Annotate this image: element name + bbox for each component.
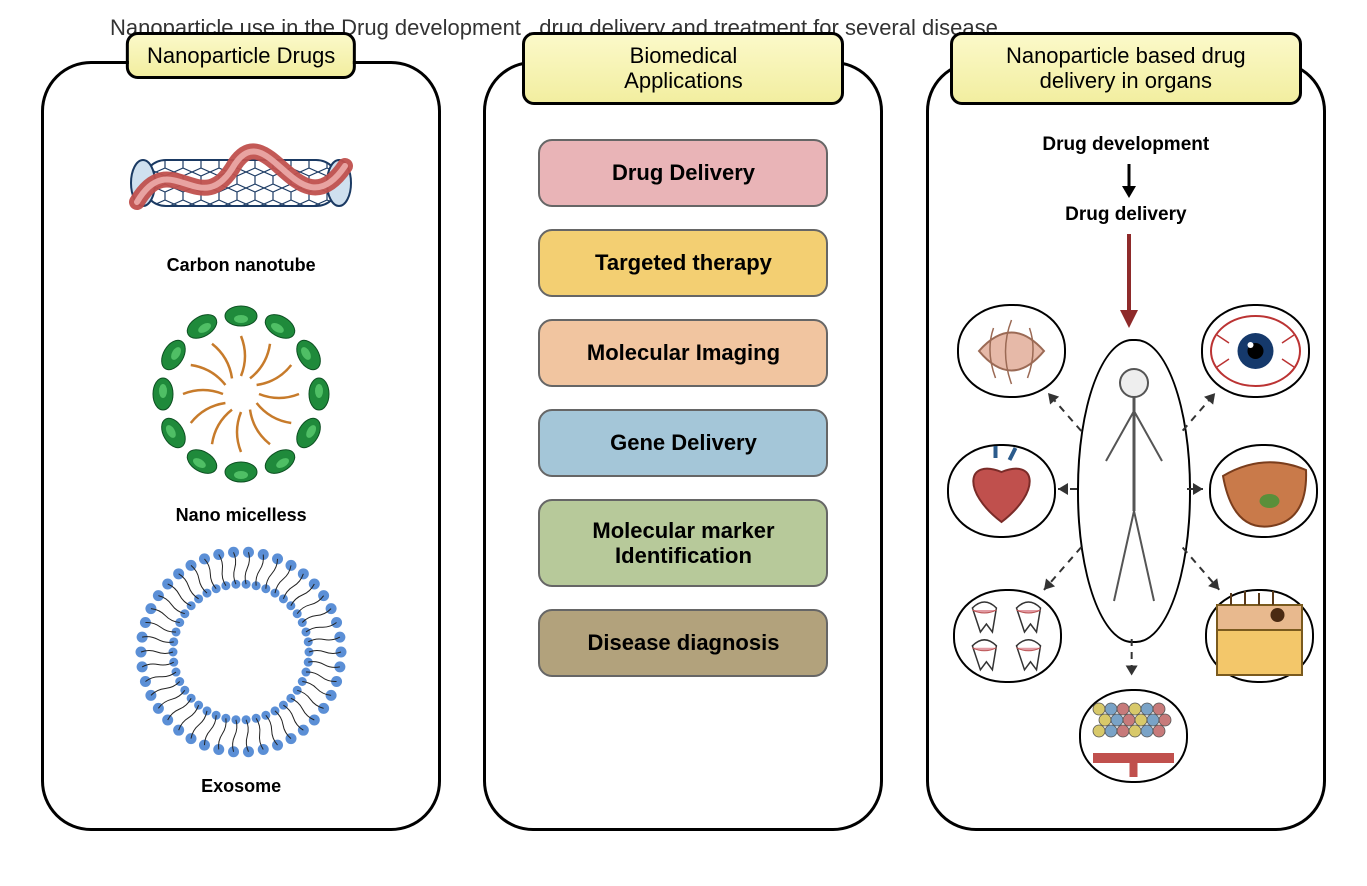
app-box-0: Drug Delivery xyxy=(538,139,828,207)
app-box-5: Disease diagnosis xyxy=(538,609,828,677)
organ-heart xyxy=(947,444,1056,538)
organ-tissue xyxy=(1079,689,1188,783)
brain-icon xyxy=(959,306,1064,396)
panel-header-left: Nanoparticle Drugs xyxy=(126,32,356,79)
app-box-3: Gene Delivery xyxy=(538,409,828,477)
panels-row: Nanoparticle Drugs Carbon nanotube xyxy=(0,61,1367,831)
organ-liver xyxy=(1209,444,1318,538)
tissue-icon xyxy=(1081,691,1186,781)
app-box-1: Targeted therapy xyxy=(538,229,828,297)
panel-nanoparticle-drugs: Nanoparticle Drugs Carbon nanotube xyxy=(41,61,441,831)
eye-icon xyxy=(1203,306,1308,396)
organ-teeth xyxy=(953,589,1062,683)
liver-icon xyxy=(1211,446,1316,536)
panel-biomedical-applications: BiomedicalApplications Drug DeliveryTarg… xyxy=(483,61,883,831)
panel-header-middle: BiomedicalApplications xyxy=(522,32,844,105)
right-inner: Drug development Drug delivery xyxy=(929,114,1323,828)
app-list: Drug Delivery Targeted therapy Molecular I… xyxy=(486,114,880,697)
np-label-cnt: Carbon nanotube xyxy=(44,255,438,276)
app-box-4: Molecular markerIdentification xyxy=(538,499,828,587)
np-label-micelle: Nano micelless xyxy=(44,505,438,526)
organ-skin xyxy=(1205,589,1314,683)
np-item-exosome: Exosome xyxy=(44,540,438,797)
teeth-icon xyxy=(955,591,1060,681)
carbon-nanotube-icon xyxy=(111,124,371,244)
exosome-icon xyxy=(121,540,361,765)
np-item-carbon-nanotube: Carbon nanotube xyxy=(44,124,438,276)
organ-eye xyxy=(1201,304,1310,398)
np-item-nano-micelle: Nano micelless xyxy=(44,294,438,526)
skin-icon xyxy=(1207,591,1312,681)
nano-micelle-icon xyxy=(136,294,346,494)
panel-drug-delivery-organs: Nanoparticle based drugdelivery in organ… xyxy=(926,61,1326,831)
np-label-exosome: Exosome xyxy=(44,776,438,797)
organ-brain xyxy=(957,304,1066,398)
heart-icon xyxy=(949,446,1054,536)
panel-header-right: Nanoparticle based drugdelivery in organ… xyxy=(950,32,1302,105)
app-box-2: Molecular Imaging xyxy=(538,319,828,387)
